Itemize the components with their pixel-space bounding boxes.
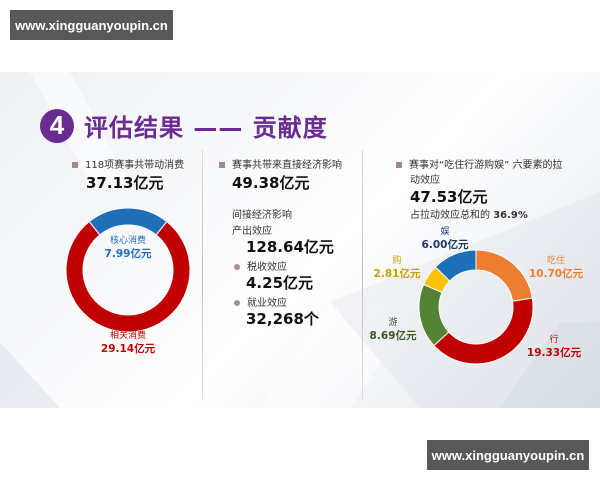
label-chizhu: 吃住 10.70亿元 — [528, 255, 584, 281]
watermark-top: www.xingguanyoupin.cn — [10, 10, 173, 40]
six-elements-donut-chart — [418, 249, 534, 365]
donut-segment-yu — [434, 249, 477, 282]
background-facets — [0, 72, 600, 408]
six-elements-total: 47.53亿元 — [410, 188, 488, 206]
label-yu: 娱 6.00亿元 — [420, 226, 470, 252]
donut-segment-core — [88, 207, 168, 236]
six-elements-text: 赛事对“吃住行游购娱” 六要素的拉 — [409, 160, 563, 171]
bullet-dot-icon — [234, 264, 240, 270]
direct-impact-value: 49.38亿元 — [232, 174, 310, 192]
label-you: 游 8.69亿元 — [368, 317, 418, 343]
left-label-text: 118项赛事共带动消费 — [85, 160, 185, 171]
left-total: 37.13亿元 — [86, 174, 164, 192]
slide-title-row: 4 评估结果 —— 贡献度 — [40, 108, 328, 143]
donut-segment-related — [65, 220, 191, 333]
output-effect-value: 128.64亿元 — [246, 238, 334, 256]
jobs-effect-label: 就业效应 — [234, 294, 287, 309]
label-gou-value: 2.81亿元 — [373, 268, 421, 280]
six-elements-label-line1: 赛事对“吃住行游购娱” 六要素的拉 — [396, 156, 563, 171]
bullet-dot-icon — [234, 300, 240, 306]
label-xing-value: 19.33亿元 — [526, 347, 582, 359]
share-prefix: 占拉动效应总和的 — [410, 210, 490, 221]
related-consumption-value: 29.14亿元 — [100, 343, 156, 355]
core-consumption-value: 7.99亿元 — [104, 248, 152, 260]
jobs-effect-value: 32,268个 — [246, 310, 319, 328]
divider-right — [362, 150, 363, 400]
label-you-value: 8.69亿元 — [369, 330, 417, 342]
label-yu-value: 6.00亿元 — [421, 239, 469, 251]
direct-impact-label: 赛事共带来直接经济影响 — [219, 156, 342, 171]
label-chizhu-name: 吃住 — [546, 256, 565, 266]
core-consumption-name: 核心消费 — [109, 236, 146, 246]
label-you-name: 游 — [388, 318, 398, 328]
direct-impact-text: 赛事共带来直接经济影响 — [232, 160, 342, 171]
label-chizhu-value: 10.70亿元 — [528, 268, 584, 280]
tax-effect-text: 税收效应 — [247, 262, 287, 273]
label-gou-name: 购 — [392, 256, 402, 266]
six-elements-share: 占拉动效应总和的 36.9% — [410, 206, 528, 221]
bullet-square-icon — [219, 162, 225, 168]
related-consumption-name: 相关消费 — [109, 331, 146, 341]
left-label: 118项赛事共带动消费 — [72, 156, 184, 171]
section-number-badge: 4 — [40, 108, 74, 143]
tax-effect-value: 4.25亿元 — [246, 274, 314, 292]
donut-segment-you — [418, 283, 450, 347]
donut-segment-chizhu — [475, 249, 533, 302]
jobs-effect-text: 就业效应 — [247, 298, 287, 309]
label-yu-name: 娱 — [440, 227, 450, 237]
slide-title: 评估结果 —— 贡献度 — [84, 114, 328, 142]
tax-effect-label: 税收效应 — [234, 258, 287, 273]
consumption-donut-chart — [65, 207, 191, 333]
bullet-square-icon — [72, 162, 78, 168]
core-consumption-label: 核心消费 7.99亿元 — [100, 235, 156, 261]
donut-segment-xing — [433, 297, 534, 365]
bullet-square-icon — [396, 162, 402, 168]
related-consumption-label: 相关消费 29.14亿元 — [96, 330, 160, 356]
share-value: 36.9% — [493, 210, 528, 221]
indirect-heading: 间接经济影响 — [232, 210, 292, 221]
slide: 4 评估结果 —— 贡献度 118项赛事共带动消费 37.13亿元 核心消费 7… — [0, 72, 600, 408]
label-xing-name: 行 — [549, 335, 559, 345]
output-effect-label: 产出效应 — [232, 226, 272, 237]
label-xing: 行 19.33亿元 — [526, 334, 582, 360]
watermark-bottom: www.xingguanyoupin.cn — [427, 440, 589, 470]
divider-left — [202, 150, 203, 400]
six-elements-label-line2: 动效应 — [410, 175, 440, 186]
label-gou: 购 2.81亿元 — [372, 255, 422, 281]
